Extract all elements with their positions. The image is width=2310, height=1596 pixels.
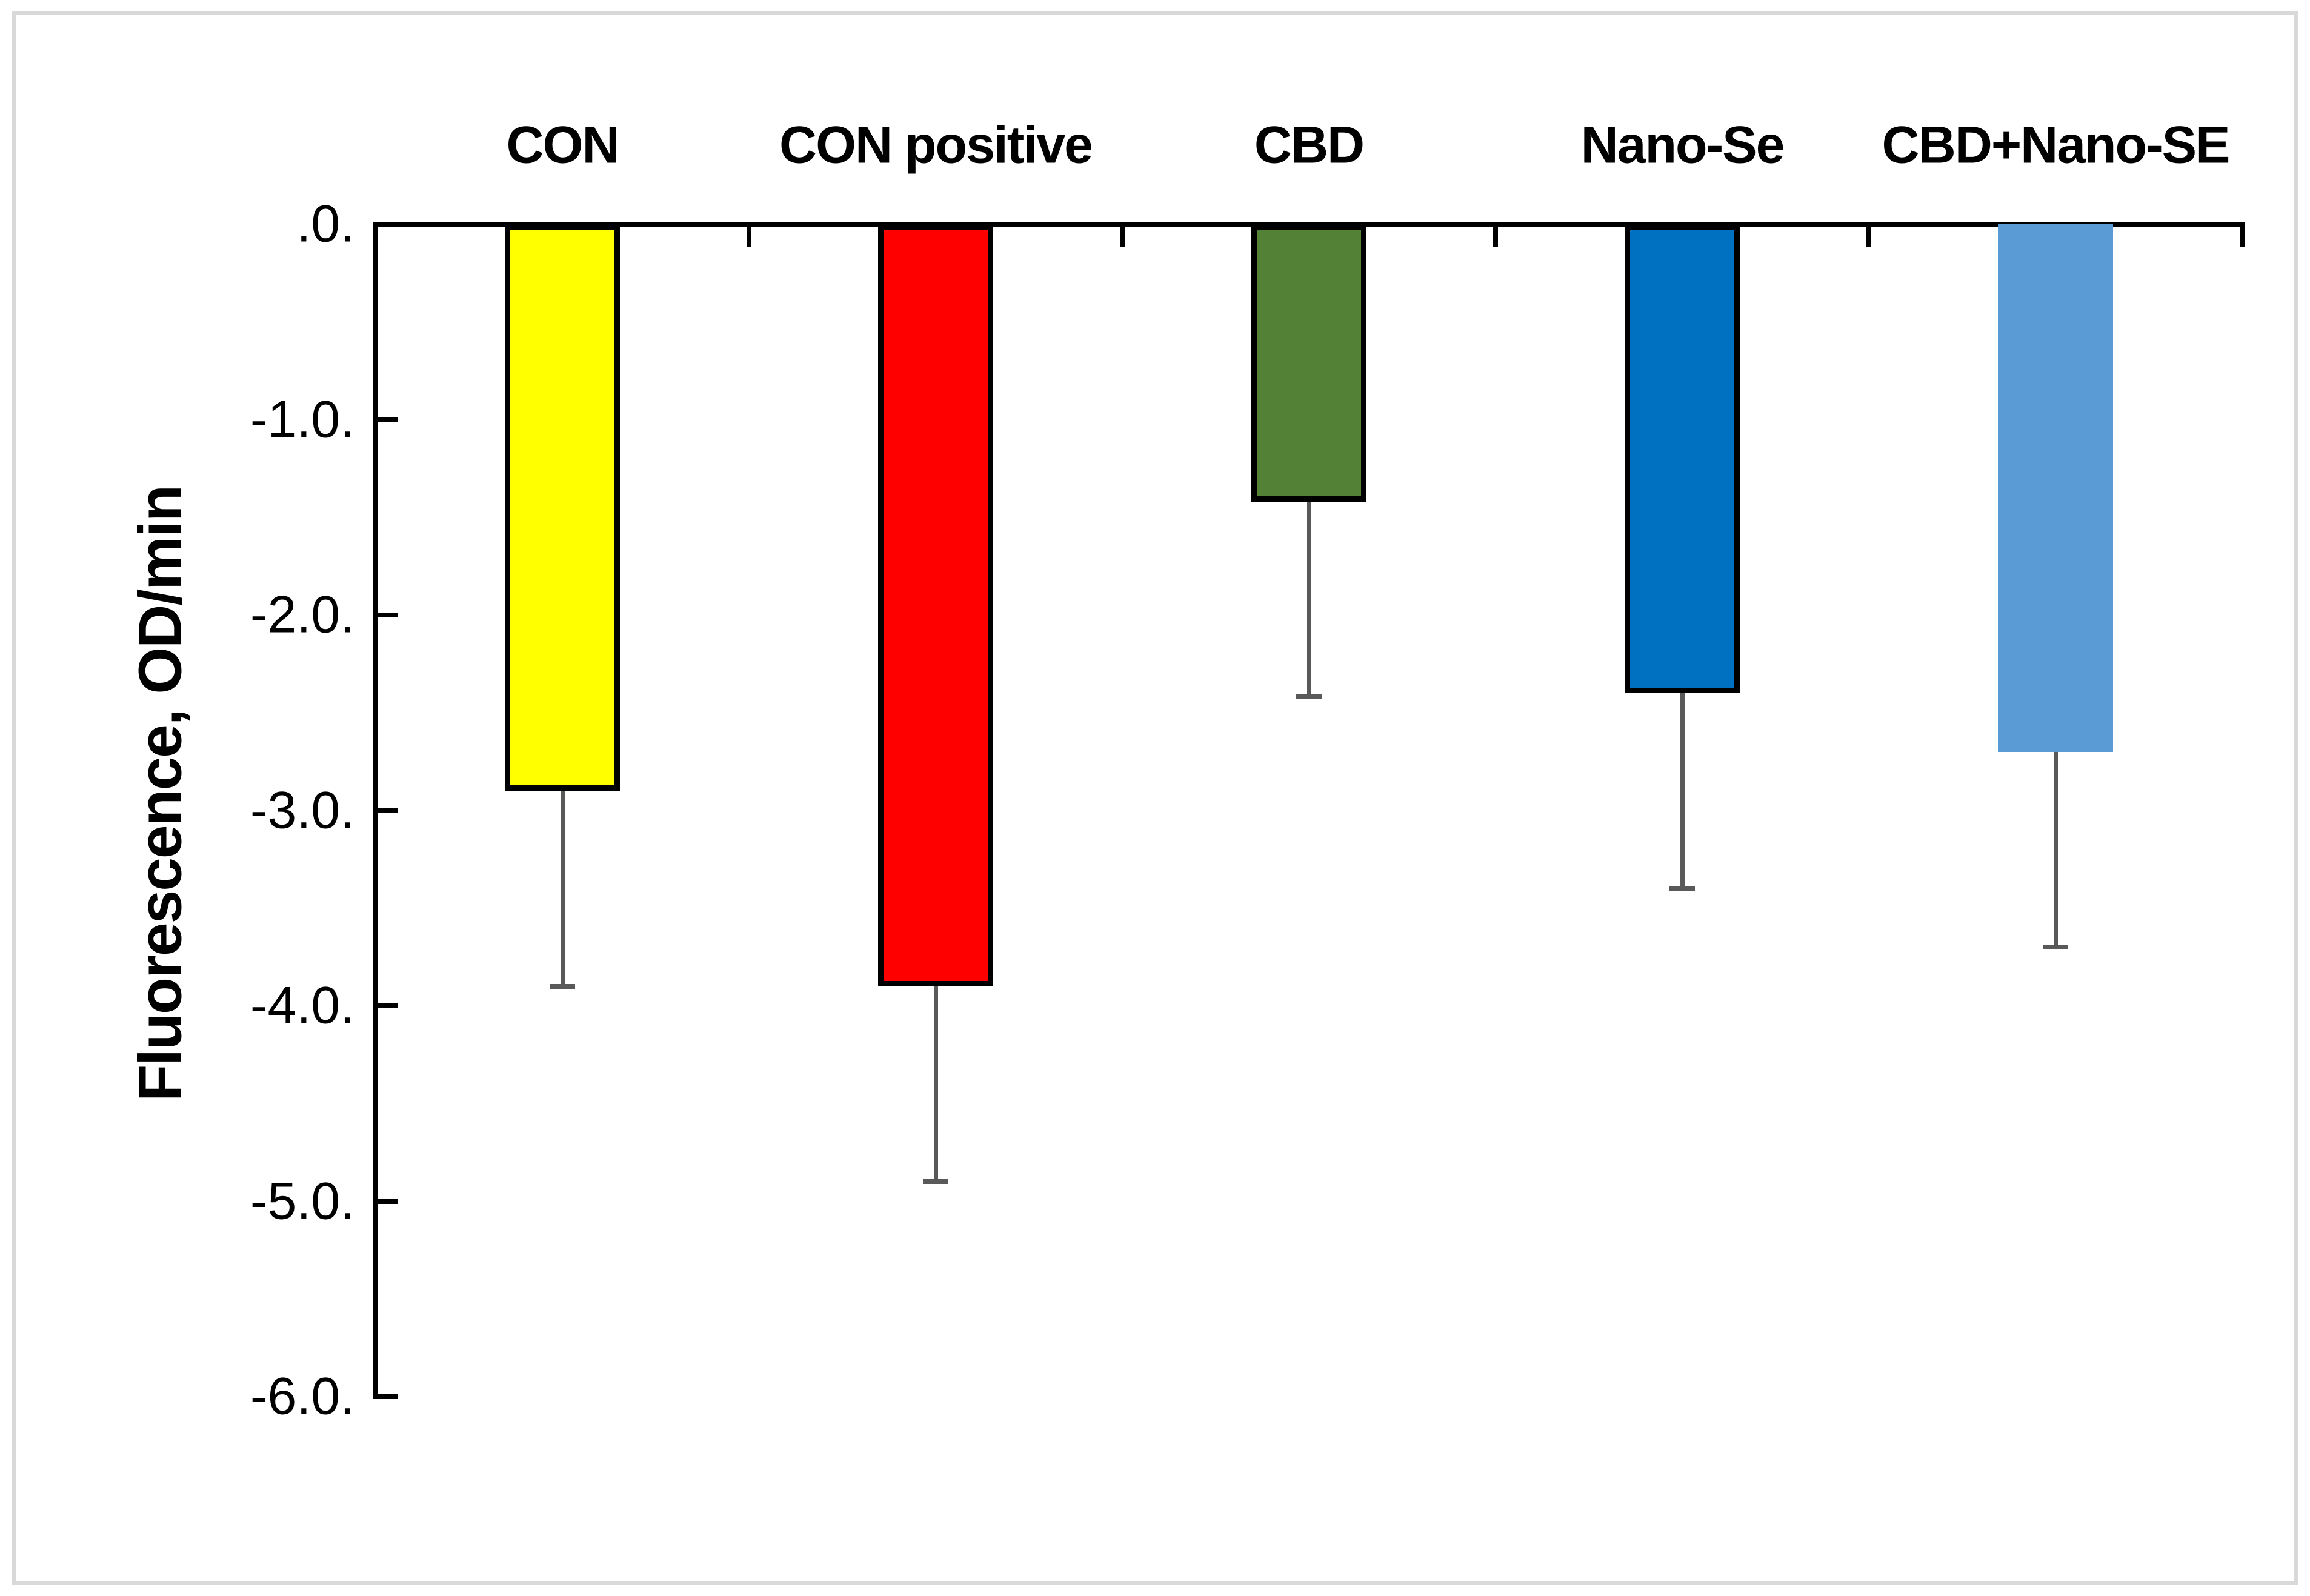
bar-cbd-nano-se xyxy=(1998,224,2113,752)
category-label-cbd-nano-se: CBD+Nano-SE xyxy=(1882,116,2231,175)
y-tick xyxy=(378,222,398,227)
y-tick-label: .0. xyxy=(296,195,354,253)
y-tick xyxy=(378,417,398,422)
bar-cbd xyxy=(1251,224,1366,502)
category-label-cbd: CBD xyxy=(1254,116,1365,175)
y-axis-line xyxy=(373,222,378,1399)
error-bar-stem-cbd-nano-se xyxy=(2053,751,2058,948)
y-tick-label: -6.0. xyxy=(250,1367,354,1426)
y-tick-label: -5.0. xyxy=(250,1172,354,1230)
category-label-con: CON xyxy=(506,116,619,175)
y-tick xyxy=(378,613,398,617)
y-tick-label: -3.0. xyxy=(250,781,354,839)
x-tick xyxy=(1493,227,1498,247)
y-tick xyxy=(378,1199,398,1204)
x-tick xyxy=(747,227,751,247)
x-tick xyxy=(373,227,378,247)
bar-con xyxy=(505,224,620,791)
y-tick-label: -4.0. xyxy=(250,976,354,1035)
bar-nano-se xyxy=(1625,224,1740,693)
category-label-nano-se: Nano-Se xyxy=(1580,116,1785,175)
x-tick xyxy=(1120,227,1125,247)
y-tick-label: -1.0. xyxy=(250,390,354,448)
error-bar-cap-cbd xyxy=(1296,694,1322,700)
error-bar-cap-nano-se xyxy=(1669,886,1695,891)
error-bar-stem-con xyxy=(560,791,565,986)
error-bar-cap-con xyxy=(550,983,575,989)
image-border-frame xyxy=(12,11,2298,1585)
x-tick xyxy=(1866,227,1871,247)
y-axis-title: Fluorescence, OD/min xyxy=(126,486,195,1102)
y-tick xyxy=(378,1003,398,1008)
y-tick xyxy=(378,1394,398,1399)
error-bar-stem-con-positive xyxy=(933,986,938,1182)
bar-con-positive xyxy=(878,224,993,986)
y-tick xyxy=(378,808,398,813)
error-bar-cap-con-positive xyxy=(923,1179,948,1185)
x-tick xyxy=(2240,227,2245,247)
category-label-con-positive: CON positive xyxy=(779,116,1093,175)
y-tick-label: -2.0. xyxy=(250,585,354,644)
error-bar-cap-cbd-nano-se xyxy=(2043,945,2068,950)
error-bar-stem-cbd xyxy=(1306,501,1311,697)
error-bar-stem-nano-se xyxy=(1680,693,1685,889)
